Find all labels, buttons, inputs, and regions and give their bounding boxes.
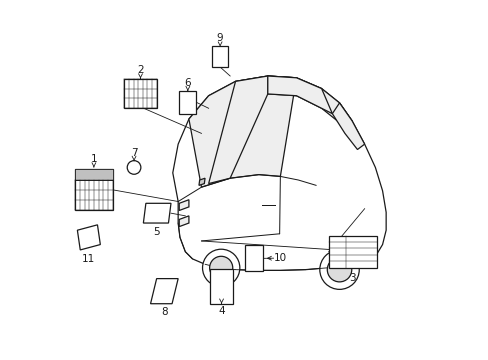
Circle shape (326, 257, 351, 282)
Polygon shape (188, 76, 296, 187)
Bar (179, 91, 196, 114)
Text: 6: 6 (184, 78, 191, 88)
Polygon shape (179, 200, 188, 211)
Bar (328, 235, 376, 268)
Text: 4: 4 (218, 306, 224, 316)
Polygon shape (332, 103, 364, 149)
Circle shape (209, 256, 232, 279)
Circle shape (202, 249, 239, 287)
Bar (75, 169, 113, 180)
Circle shape (319, 250, 359, 289)
Bar (210, 269, 233, 304)
Polygon shape (199, 178, 204, 185)
Polygon shape (179, 216, 188, 226)
Text: 7: 7 (130, 148, 137, 158)
Polygon shape (143, 203, 171, 223)
Polygon shape (77, 225, 100, 250)
Text: 10: 10 (274, 253, 287, 263)
Text: 11: 11 (82, 253, 95, 264)
Bar (244, 245, 263, 271)
Bar (75, 169, 113, 211)
Circle shape (127, 161, 141, 174)
Bar (212, 46, 227, 67)
Polygon shape (150, 279, 178, 304)
Polygon shape (208, 76, 267, 184)
Text: 3: 3 (349, 273, 355, 283)
Polygon shape (267, 76, 351, 123)
Text: 9: 9 (216, 33, 223, 43)
Text: 2: 2 (137, 65, 143, 75)
Polygon shape (267, 76, 332, 114)
Bar (124, 79, 156, 108)
Text: 1: 1 (90, 154, 97, 164)
Polygon shape (172, 76, 386, 270)
Text: 5: 5 (153, 226, 160, 237)
Text: 8: 8 (161, 307, 167, 317)
